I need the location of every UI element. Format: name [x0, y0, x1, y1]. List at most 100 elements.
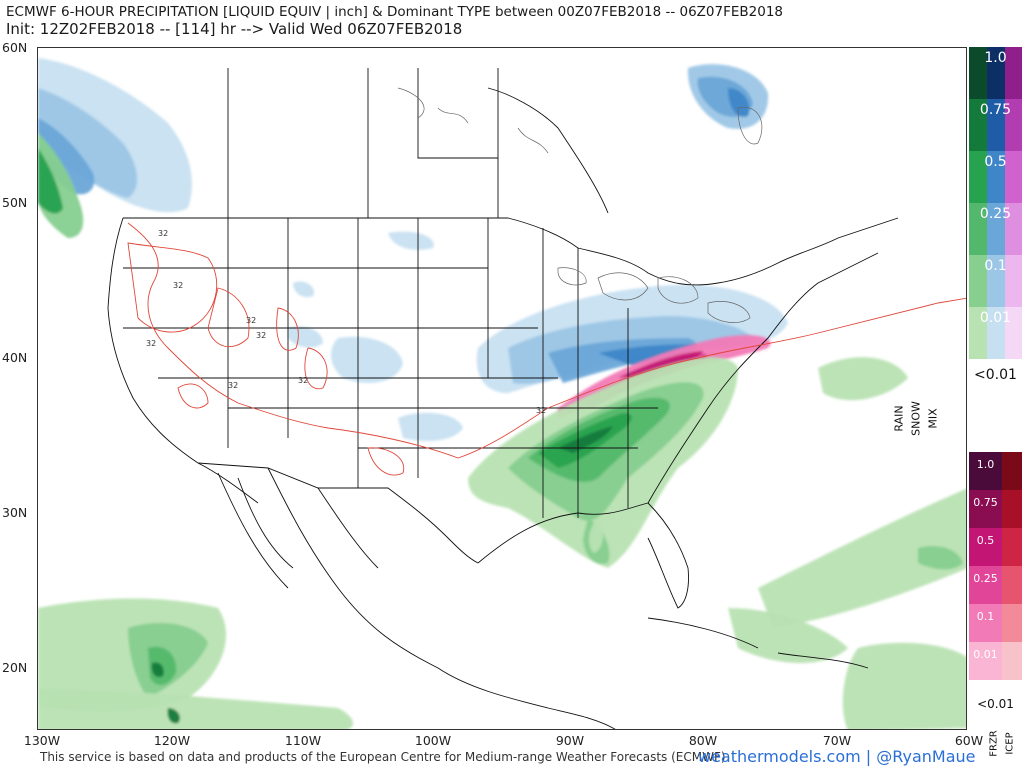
legend-snow-swatch: [987, 255, 1005, 307]
lon-label-110w: 110W: [284, 733, 322, 748]
title-line-1: ECMWF 6-HOUR PRECIPITATION [LIQUID EQUIV…: [6, 4, 784, 20]
legend-rsm-level: 0.1: [984, 258, 1007, 274]
legend-frzr-swatch: [969, 642, 1002, 680]
quebec-snow: [687, 64, 769, 129]
legend-icep-swatch: [1002, 490, 1022, 528]
contour-label: 32: [536, 406, 546, 415]
contour-label: 32: [146, 339, 156, 348]
ocean-rain: [38, 357, 966, 729]
lon-label-120w: 120W: [153, 733, 191, 748]
legend-fi-row: 0.1: [969, 604, 1022, 642]
legend-below-label: <0.01: [974, 367, 1017, 383]
legend-rsm-level: 1.0: [984, 50, 1007, 66]
legend-fi-level: 0.25: [973, 572, 998, 585]
legend-mix-swatch: [1005, 255, 1022, 307]
southeast-rain: [468, 357, 738, 568]
legend-rsm-level: 0.01: [979, 310, 1012, 326]
legend-snow-swatch: [987, 307, 1005, 359]
legend-frzr-label: FRZR: [988, 730, 1000, 757]
legend-icep-swatch: [1002, 528, 1022, 566]
legend-mix-label: MIX: [926, 408, 940, 429]
lat-label-20n: 20N: [2, 660, 28, 675]
legend-mix-swatch: [1005, 151, 1022, 203]
legend-rsm-row: 0.5: [969, 151, 1022, 203]
legend-frzr-swatch: [969, 490, 1002, 528]
legend-fi-level: 1.0: [976, 458, 995, 471]
legend-frzr-swatch: [969, 566, 1002, 604]
lon-label-80w: 80W: [688, 733, 718, 748]
lon-label-130w: 130W: [23, 733, 61, 748]
lat-label-50n: 50N: [2, 195, 28, 210]
ne-snow-band: [476, 284, 788, 393]
legend-fi-row: 1.0: [969, 452, 1022, 490]
legend-fi-row: 0.01: [969, 642, 1022, 680]
legend-rsm-level: 0.25: [979, 206, 1012, 222]
legend-rain-label: RAIN: [892, 405, 906, 432]
legend-mix-swatch: [1005, 203, 1022, 255]
chart-title: ECMWF 6-HOUR PRECIPITATION [LIQUID EQUIV…: [6, 4, 783, 38]
legend-fi-row: 0.5: [969, 528, 1022, 566]
legend-snow-label: SNOW: [909, 401, 923, 436]
legend-rain-swatch: [969, 255, 987, 307]
legend-frzr-swatch: [969, 452, 1002, 490]
legend-mix-swatch: [1005, 99, 1022, 151]
legend-icep-swatch: [1002, 604, 1022, 642]
legend-icep-swatch: [1002, 566, 1022, 604]
legend-rsm-level: 0.5: [984, 154, 1007, 170]
contour-label: 32: [246, 316, 256, 325]
snow-area-mid: [38, 88, 138, 198]
legend-fi-level: 0.75: [973, 496, 998, 509]
contour-labels: 32 32 32 32 32 32 32 32: [146, 229, 546, 415]
legend-snow-swatch: [987, 47, 1005, 99]
lat-label-60n: 60N: [2, 40, 28, 55]
rain-area-coast-heavy: [38, 148, 63, 214]
data-credit: This service is based on data and produc…: [40, 750, 726, 764]
legend-rsm-row: 0.25: [969, 203, 1022, 255]
legend-rsm-row: 1.0: [969, 47, 1022, 99]
lon-label-100w: 100W: [414, 733, 452, 748]
legend-rsm-row: 0.1: [969, 255, 1022, 307]
legend-frzr-below-label: <0.01: [977, 697, 1014, 711]
legend-fi-level: 0.5: [976, 534, 995, 547]
west-snow: [288, 231, 463, 441]
legend-rsm-level: 0.75: [979, 102, 1012, 118]
legend-icep-label: ICEP: [1004, 732, 1016, 755]
pacific-nw-precip: [38, 58, 192, 238]
legend-snow-swatch: [987, 99, 1005, 151]
legend-rain-swatch: [969, 203, 987, 255]
legend-fi-level: 0.01: [973, 648, 998, 661]
snow-area-heavy: [38, 118, 95, 195]
legend-frzr-swatch: [969, 528, 1002, 566]
lat-label-30n: 30N: [2, 505, 28, 520]
legend-frzr-swatch: [969, 604, 1002, 642]
legend-fi-level: 0.1: [976, 610, 995, 623]
snow-area-light: [38, 58, 192, 213]
legend-mix-swatch: [1005, 47, 1022, 99]
lon-label-90w: 90W: [555, 733, 585, 748]
legend-rain-swatch: [969, 307, 987, 359]
lon-label-60w: 60W: [954, 733, 984, 748]
political-borders: [107, 68, 899, 729]
legend-rain-swatch: [969, 47, 987, 99]
legend-icep-swatch: [1002, 452, 1022, 490]
title-line-2: Init: 12Z02FEB2018 -- [114] hr --> Valid…: [6, 20, 463, 38]
lakes: [397, 87, 763, 323]
legend-snow-swatch: [987, 203, 1005, 255]
map-canvas: 32 32 32 32 32 32 32 32: [38, 58, 966, 729]
legend-rain-swatch: [969, 99, 987, 151]
legend-icep-swatch: [1002, 642, 1022, 680]
contour-label: 32: [298, 376, 308, 385]
legend-fi-row: 0.75: [969, 490, 1022, 528]
brand-link[interactable]: weathermodels.com | @RyanMaue: [698, 747, 976, 766]
lon-label-70w: 70W: [822, 733, 852, 748]
contour-label: 32: [158, 229, 168, 238]
precip-map: 32 32 32 32 32 32 32 32: [37, 47, 967, 730]
contour-label: 32: [173, 281, 183, 290]
legend-rsm-row: 0.01: [969, 307, 1022, 359]
contour-label: 32: [228, 381, 238, 390]
legend-snow-swatch: [987, 151, 1005, 203]
legend-fi-row: 0.25: [969, 566, 1022, 604]
lat-label-40n: 40N: [2, 350, 28, 365]
freezing-contour: [127, 222, 966, 476]
contour-label: 32: [256, 331, 266, 340]
